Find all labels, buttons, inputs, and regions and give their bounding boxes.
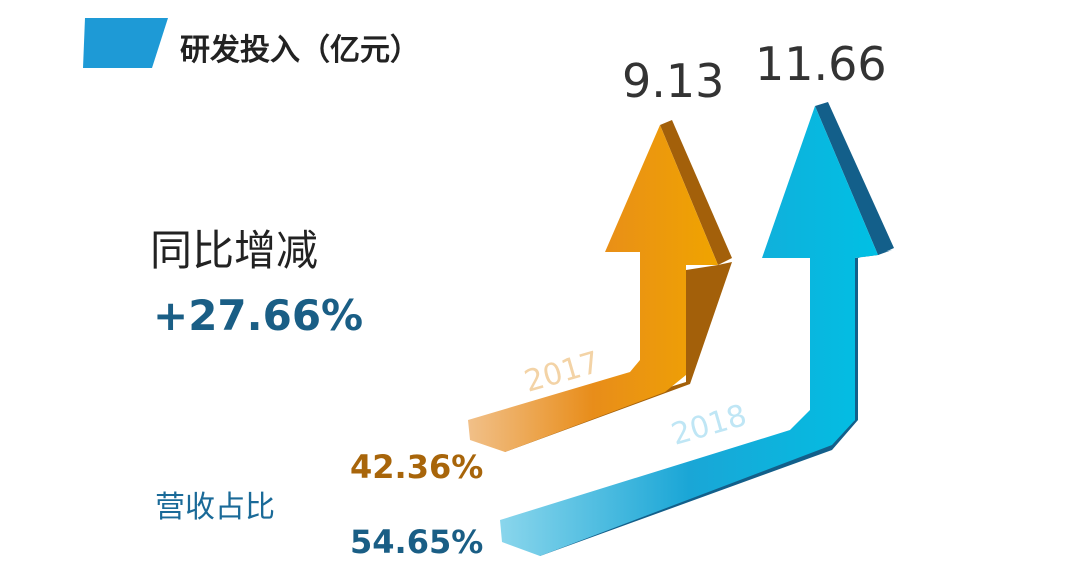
arrow-2018 (500, 102, 894, 556)
revenue-share-label: 营收占比 (155, 490, 275, 525)
growth-label: 同比增减 (150, 226, 318, 275)
amount: 11.66 (755, 37, 887, 91)
arrow-face (500, 106, 878, 556)
arrow-side (540, 250, 892, 556)
title: 研发投入（亿元） (180, 33, 420, 68)
revenue-share: 54.65% (350, 523, 483, 561)
arrow-side (660, 120, 732, 265)
growth-value: +27.66% (153, 291, 363, 340)
title-badge (83, 18, 168, 68)
arrow-2017 (468, 120, 732, 452)
revenue-share: 42.36% (350, 448, 483, 486)
arrow-face (468, 125, 718, 452)
year-label: 2018 (668, 398, 751, 453)
amount: 9.13 (622, 54, 724, 108)
arrow-side (815, 102, 894, 255)
